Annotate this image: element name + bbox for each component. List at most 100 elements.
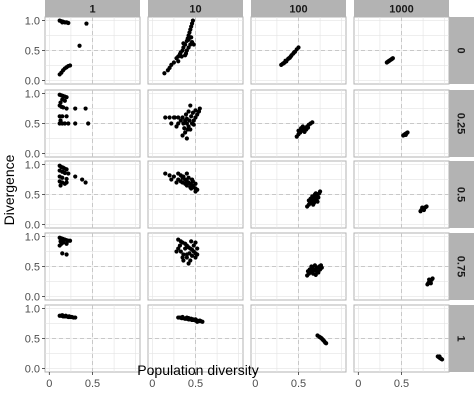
data-point xyxy=(64,106,69,111)
data-point xyxy=(64,95,69,100)
data-point xyxy=(183,246,188,251)
data-point xyxy=(64,252,69,257)
data-point xyxy=(193,108,198,113)
row-strip-label: 0.75 xyxy=(455,256,467,277)
data-point xyxy=(186,175,191,180)
data-point xyxy=(179,54,184,59)
data-point xyxy=(83,180,88,185)
data-point xyxy=(189,114,194,119)
data-point xyxy=(186,316,191,321)
data-point xyxy=(77,43,82,48)
data-point xyxy=(424,204,429,209)
data-point xyxy=(312,192,318,197)
column-strip-bg xyxy=(45,0,140,17)
data-point xyxy=(183,112,189,117)
data-point xyxy=(180,314,185,320)
data-point xyxy=(187,251,192,256)
data-point xyxy=(421,207,427,213)
column-strip-1: 1 xyxy=(45,0,140,17)
data-point xyxy=(64,241,69,246)
data-point xyxy=(197,106,202,111)
data-point xyxy=(317,189,323,194)
panel-100-0 xyxy=(250,16,347,85)
data-point xyxy=(191,42,196,47)
data-point xyxy=(183,130,188,135)
row-strip-bg xyxy=(449,90,474,157)
data-point xyxy=(169,121,174,126)
data-point xyxy=(167,173,172,178)
data-point xyxy=(62,121,67,126)
data-point xyxy=(172,115,177,120)
data-point xyxy=(315,199,320,204)
y-tick-label: 0.0 xyxy=(25,219,40,231)
column-strip-bg xyxy=(354,0,449,17)
row-strip-label: 0 xyxy=(455,47,467,53)
column-strip-1000: 1000 xyxy=(354,0,449,17)
column-strip-label: 100 xyxy=(289,4,307,16)
data-point xyxy=(304,127,309,132)
data-point xyxy=(183,181,188,186)
data-point xyxy=(181,174,186,179)
x-tick-label: 0.5 xyxy=(85,378,100,390)
panel-1000-0.5 xyxy=(353,160,450,229)
data-point xyxy=(64,176,69,182)
row-strip-label: 1 xyxy=(455,335,467,341)
column-strip-bg xyxy=(251,0,346,17)
panel-10-0.75 xyxy=(147,232,244,301)
data-point xyxy=(174,124,179,129)
column-strip-label: 1000 xyxy=(389,4,413,16)
data-point xyxy=(195,319,200,324)
y-tick-label: 0.5 xyxy=(25,190,40,202)
data-point xyxy=(296,128,301,133)
data-point xyxy=(292,50,297,55)
row-strip-label: 0.25 xyxy=(455,113,467,134)
data-point xyxy=(305,269,311,274)
column-strip-10: 10 xyxy=(148,0,243,17)
data-point xyxy=(80,177,85,182)
data-point xyxy=(176,115,181,120)
data-point xyxy=(193,255,198,260)
x-tick-label: 0 xyxy=(149,378,155,390)
data-point xyxy=(313,272,318,277)
data-point xyxy=(62,98,67,103)
data-point xyxy=(183,51,189,56)
panel-1000-0.75 xyxy=(353,232,450,301)
data-point xyxy=(169,177,174,182)
y-tick-label: 1.0 xyxy=(25,304,40,316)
data-point xyxy=(312,263,318,268)
y-tick-label: 0.0 xyxy=(25,75,40,87)
y-tick-label: 0.0 xyxy=(25,363,40,375)
data-point xyxy=(193,181,198,186)
data-point xyxy=(184,136,189,141)
data-point xyxy=(174,249,179,254)
data-point xyxy=(193,240,198,245)
panel-1-0.75 xyxy=(44,232,141,301)
panels-layer xyxy=(44,16,450,373)
data-point xyxy=(162,71,167,76)
panel-100-1 xyxy=(250,304,347,373)
data-point xyxy=(163,115,168,120)
y-tick-label: 0.0 xyxy=(25,148,40,160)
data-point xyxy=(66,121,71,126)
data-point xyxy=(316,195,321,200)
data-point xyxy=(182,126,187,131)
data-point xyxy=(427,277,432,282)
column-strip-label: 10 xyxy=(189,4,201,16)
data-point xyxy=(195,246,200,251)
data-point xyxy=(60,251,65,256)
y-tick-label: 0.0 xyxy=(25,291,40,303)
ticks-layer: 0.00.51.00.00.51.00.00.51.00.00.51.00.00… xyxy=(25,16,409,390)
data-point xyxy=(73,121,78,126)
data-point xyxy=(189,177,195,182)
y-axis-title: Divergence xyxy=(1,154,17,225)
data-point xyxy=(300,124,305,129)
y-tick-label: 1.0 xyxy=(25,16,40,28)
row-strip-label: 0.5 xyxy=(455,187,467,202)
data-point xyxy=(64,180,69,185)
data-point xyxy=(186,261,191,266)
x-tick-label: 0.5 xyxy=(188,378,203,390)
data-point xyxy=(286,56,292,61)
data-point xyxy=(428,281,433,286)
data-point xyxy=(281,60,286,66)
data-point xyxy=(60,313,65,318)
